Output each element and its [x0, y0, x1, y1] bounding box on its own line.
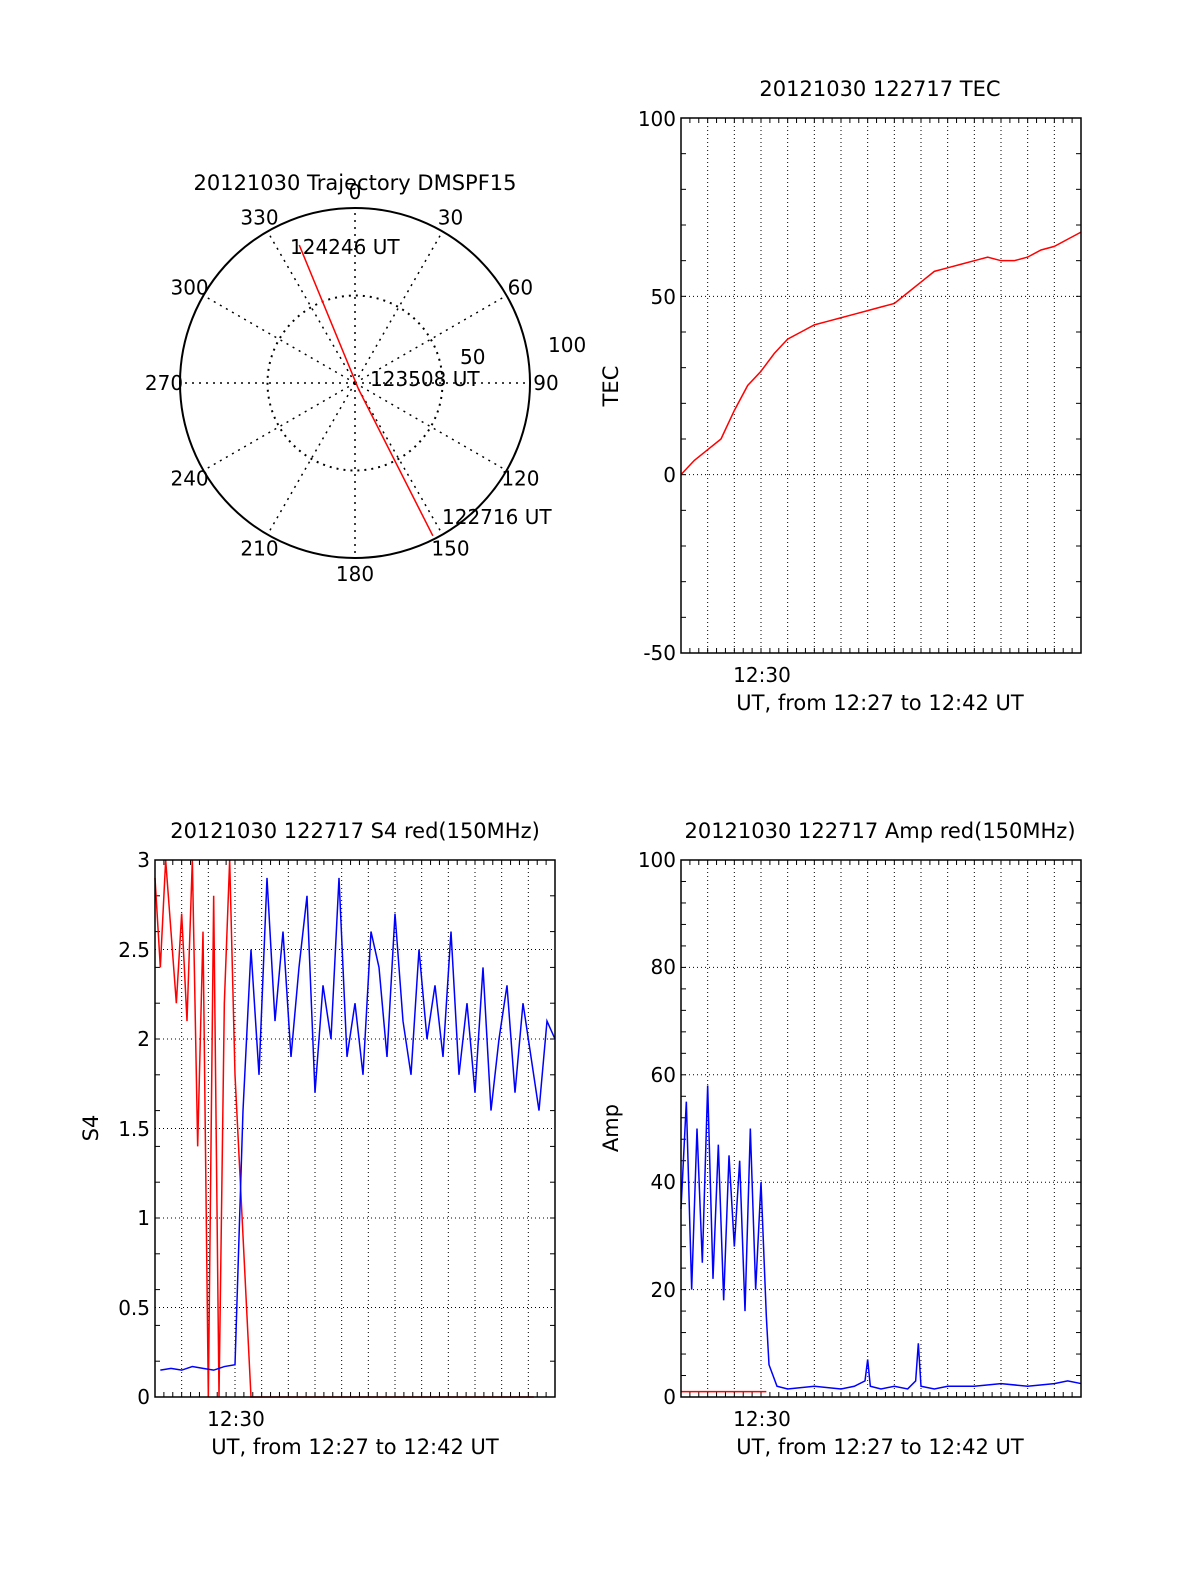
amp-title: 20121030 122717 Amp red(150MHz) [684, 819, 1075, 843]
polar-angle-label-60: 60 [508, 276, 533, 300]
tec-ytick-50: 50 [651, 285, 676, 309]
s4-ytick-2: 2 [137, 1027, 150, 1051]
s4-ytick-1.5: 1.5 [118, 1117, 150, 1141]
s4-panel: 20121030 122717 S4 red(150MHz) S4 12:30 … [79, 819, 556, 1459]
polar-angle-labels: 0 30 60 90 120 150 180 210 240 270 300 330 [145, 180, 559, 586]
tec-plot-area [680, 117, 1082, 654]
polar-grid-spoke-120 [354, 382, 507, 472]
s4-ylabel: S4 [79, 1115, 103, 1142]
amp-panel: 20121030 122717 Amp red(150MHz) Amp 12:3… [599, 819, 1082, 1459]
amp-xlabel: UT, from 12:27 to 12:42 UT [736, 1435, 1024, 1459]
polar-angle-label-30: 30 [438, 206, 463, 230]
s4-ytick-1: 1 [137, 1206, 150, 1230]
amp-ytick-20: 20 [651, 1278, 676, 1302]
polar-trajectory [298, 244, 434, 537]
polar-grid-spoke-30 [354, 231, 444, 384]
polar-angle-label-240: 240 [170, 467, 208, 491]
polar-grid [179, 207, 531, 559]
trajectory-line [298, 244, 434, 537]
amp-xtick-1230: 12:30 [733, 1407, 791, 1431]
polar-angle-label-120: 120 [501, 467, 539, 491]
amp-ylabel: Amp [599, 1104, 623, 1152]
polar-angle-label-90: 90 [533, 371, 558, 395]
polar-angle-label-210: 210 [240, 536, 278, 560]
polar-grid-circle-50 [266, 294, 444, 472]
polar-radial-label-50: 50 [460, 345, 485, 369]
polar-grid-spoke-210 [266, 382, 356, 535]
polar-grid-spoke-150 [354, 382, 444, 535]
s4-ytick-0: 0 [137, 1385, 150, 1409]
polar-grid-spoke-240 [203, 382, 356, 472]
amp-ytick-40: 40 [651, 1170, 676, 1194]
s4-plot-area [154, 859, 556, 1398]
tec-plot-frame [680, 117, 1082, 654]
tec-ytick-neg50: -50 [643, 641, 676, 665]
s4-ytick-2.5: 2.5 [118, 938, 150, 962]
amp-ytick-0: 0 [663, 1385, 676, 1409]
polar-angle-label-180: 180 [336, 562, 374, 586]
polar-grid-spoke-300 [203, 294, 356, 384]
trajectory-end-label: 124246 UT [290, 235, 400, 259]
polar-angle-label-270: 270 [145, 371, 183, 395]
s4-xlabel: UT, from 12:27 to 12:42 UT [211, 1435, 499, 1459]
tec-xtick-1230: 12:30 [733, 663, 791, 687]
polar-radial-label-100: 100 [548, 333, 586, 357]
polar-grid-spoke-330 [266, 231, 356, 384]
polar-panel: 20121030 Trajectory DMSPF15 0 30 60 90 120 15… [145, 171, 586, 586]
s4-ytick-3: 3 [137, 848, 150, 872]
polar-outer-circle [179, 207, 531, 559]
polar-angle-label-150: 150 [431, 536, 469, 560]
polar-angle-label-0: 0 [349, 180, 362, 204]
amp-ytick-60: 60 [651, 1063, 676, 1087]
tec-ytick-0: 0 [663, 463, 676, 487]
s4-xtick-1230: 12:30 [207, 1407, 265, 1431]
polar-grid-spoke-60 [354, 294, 507, 384]
trajectory-mid-label: 123508 UT [370, 367, 480, 391]
tec-ytick-100: 100 [638, 107, 676, 131]
tec-title: 20121030 122717 TEC [759, 77, 1000, 101]
polar-title: 20121030 Trajectory DMSPF15 [193, 171, 516, 195]
amp-ytick-100: 100 [638, 848, 676, 872]
amp-ytick-80: 80 [651, 955, 676, 979]
s4-plot-frame [154, 859, 556, 1398]
s4-plot-series-0 [154, 859, 534, 1398]
polar-angle-label-300: 300 [170, 276, 208, 300]
tec-xlabel: UT, from 12:27 to 12:42 UT [736, 691, 1024, 715]
s4-title: 20121030 122717 S4 red(150MHz) [170, 819, 540, 843]
amp-plot-frame [680, 859, 1082, 1398]
amp-plot-area [680, 859, 1082, 1398]
s4-plot-series-1 [160, 877, 556, 1371]
trajectory-start-label: 122716 UT [442, 505, 552, 529]
tec-plot-series-0 [680, 231, 1082, 476]
amp-plot-series-1 [680, 1085, 1082, 1390]
tec-panel: 20121030 122717 TEC TEC 12:30 UT, from 1… [599, 77, 1082, 715]
polar-angle-label-330: 330 [240, 206, 278, 230]
s4-ytick-0.5: 0.5 [118, 1296, 150, 1320]
tec-ylabel: TEC [599, 366, 623, 408]
